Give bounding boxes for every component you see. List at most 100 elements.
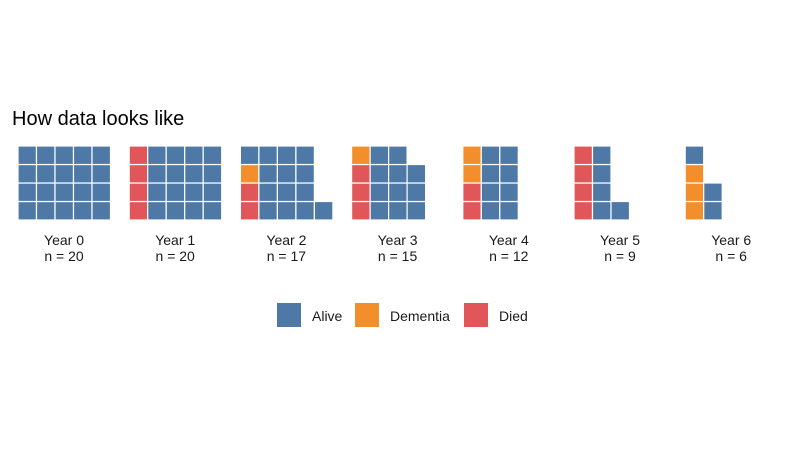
waffle-cell-died — [351, 182, 371, 203]
waffle-cell-alive — [258, 200, 278, 221]
waffle-cell-alive — [388, 163, 408, 184]
waffle-cell-alive — [369, 200, 390, 221]
legend-swatch-alive — [277, 303, 301, 327]
panel-n-label: n = 15 — [378, 248, 418, 264]
waffle-panel-6: Year 6n = 6 — [684, 145, 751, 264]
waffle-cell-alive — [406, 200, 427, 221]
waffle-cell-alive — [258, 145, 278, 166]
waffle-cell-alive — [35, 145, 56, 166]
waffle-cell-died — [239, 200, 260, 221]
waffle-cell-alive — [369, 182, 390, 203]
waffle-cell-alive — [72, 200, 93, 221]
panel-n-label: n = 12 — [489, 248, 529, 264]
waffle-cell-alive — [295, 145, 315, 166]
waffle-cell-alive — [72, 163, 93, 184]
waffle-cell-alive — [388, 182, 408, 203]
waffle-cell-alive — [202, 182, 223, 203]
panel-n-label: n = 6 — [715, 248, 747, 264]
waffle-cell-alive — [35, 182, 56, 203]
waffle-cell-alive — [499, 182, 519, 203]
waffle-cell-alive — [147, 182, 167, 203]
waffle-cell-alive — [276, 182, 297, 203]
waffle-cell-died — [573, 163, 594, 184]
waffle-cell-alive — [165, 182, 186, 203]
waffle-cell-alive — [369, 163, 390, 184]
waffle-cell-alive — [184, 163, 204, 184]
waffle-cell-alive — [35, 200, 56, 221]
waffle-cell-alive — [184, 145, 204, 166]
waffle-cell-died — [128, 182, 149, 203]
waffle-cell-alive — [202, 145, 223, 166]
legend: Alive Dementia Died — [0, 303, 792, 329]
waffle-cell-alive — [388, 200, 408, 221]
waffle-cell-alive — [165, 145, 186, 166]
waffle-cell-alive — [591, 163, 612, 184]
waffle-cell-died — [128, 163, 149, 184]
waffle-cell-alive — [480, 163, 501, 184]
legend-label-alive: Alive — [312, 308, 343, 324]
waffle-cell-alive — [295, 200, 315, 221]
waffle-cell-alive — [91, 145, 112, 166]
panel-year-label: Year 0 — [44, 232, 84, 248]
waffle-cell-died — [573, 145, 594, 166]
waffle-panel-5: Year 5n = 9 — [573, 145, 640, 264]
waffle-cell-alive — [480, 182, 501, 203]
waffle-cell-alive — [17, 182, 38, 203]
waffle-cell-alive — [499, 163, 519, 184]
legend-label-died: Died — [499, 308, 528, 324]
waffle-cell-alive — [480, 145, 501, 166]
waffle-cell-alive — [499, 200, 519, 221]
waffle-cell-alive — [202, 163, 223, 184]
waffle-cell-alive — [610, 200, 631, 221]
waffle-cell-alive — [295, 163, 315, 184]
waffle-cell-alive — [35, 163, 56, 184]
waffle-cell-dementia — [351, 145, 371, 166]
panel-year-label: Year 5 — [600, 232, 640, 248]
panel-year-label: Year 3 — [378, 232, 418, 248]
waffle-cell-alive — [276, 145, 297, 166]
waffle-cell-died — [573, 200, 594, 221]
waffle-cell-alive — [54, 145, 75, 166]
panel-n-label: n = 20 — [44, 248, 84, 264]
waffle-cell-dementia — [684, 200, 705, 221]
waffle-cell-alive — [147, 163, 167, 184]
waffle-cell-alive — [258, 163, 278, 184]
waffle-cell-alive — [184, 182, 204, 203]
waffle-cell-alive — [591, 145, 612, 166]
waffle-cell-died — [128, 145, 149, 166]
waffle-cell-alive — [591, 200, 612, 221]
waffle-cell-alive — [165, 163, 186, 184]
waffle-cell-alive — [17, 145, 38, 166]
waffle-cell-alive — [184, 200, 204, 221]
waffle-cell-died — [128, 200, 149, 221]
waffle-cell-alive — [406, 163, 427, 184]
waffle-cell-died — [351, 163, 371, 184]
waffle-cell-dementia — [684, 182, 705, 203]
waffle-cell-alive — [276, 200, 297, 221]
waffle-cell-alive — [703, 200, 723, 221]
waffle-cell-alive — [276, 163, 297, 184]
waffle-cell-alive — [295, 182, 315, 203]
waffle-cell-alive — [91, 200, 112, 221]
panel-n-label: n = 20 — [156, 248, 196, 264]
waffle-cell-alive — [258, 182, 278, 203]
waffle-cell-died — [239, 182, 260, 203]
waffle-cell-alive — [388, 145, 408, 166]
waffle-panel-3: Year 3n = 15 — [351, 145, 427, 264]
waffle-panel-0: Year 0n = 20 — [17, 145, 112, 264]
waffle-cell-alive — [369, 145, 390, 166]
waffle-cell-alive — [54, 182, 75, 203]
panel-year-label: Year 6 — [711, 232, 751, 248]
waffle-panel-2: Year 2n = 17 — [239, 145, 334, 264]
waffle-cell-alive — [72, 182, 93, 203]
panel-n-label: n = 17 — [267, 248, 307, 264]
waffle-cell-alive — [147, 200, 167, 221]
legend-swatch-died — [464, 303, 488, 327]
legend-label-dementia: Dementia — [390, 308, 450, 324]
waffle-cell-alive — [165, 200, 186, 221]
waffle-cell-alive — [703, 182, 723, 203]
waffle-cell-alive — [17, 163, 38, 184]
waffle-cell-alive — [313, 200, 334, 221]
waffle-panel-1: Year 1n = 20 — [128, 145, 223, 264]
